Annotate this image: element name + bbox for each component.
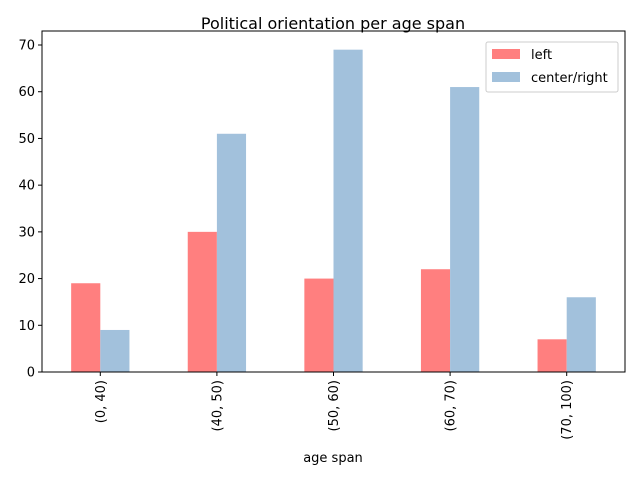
bar-center-right-3 xyxy=(450,87,480,373)
x-axis-label: age span xyxy=(303,451,363,466)
x-tick-label: (70, 100) xyxy=(560,380,575,440)
y-tick-label: 10 xyxy=(18,319,35,334)
x-axis: (0, 40) (40, 50) (50, 60) (60, 70) (70, 100) xyxy=(94,372,575,440)
x-tick-label: (40, 50) xyxy=(210,380,225,432)
bar-center-right-0 xyxy=(100,329,130,372)
x-tick-label: (0, 40) xyxy=(94,380,109,423)
legend: left center/right xyxy=(485,41,619,93)
bar-center-right-4 xyxy=(566,297,596,372)
y-tick-label: 50 xyxy=(18,132,35,147)
bar-center-right-1 xyxy=(216,133,247,372)
bar-left-3 xyxy=(420,269,451,372)
y-tick-label: 60 xyxy=(18,85,35,100)
legend-swatch-left xyxy=(492,49,520,59)
x-tick-label: (60, 70) xyxy=(444,380,459,432)
legend-swatch-center-right xyxy=(492,72,520,82)
x-tick-label: (50, 60) xyxy=(327,380,342,432)
chart-title: Political orientation per age span xyxy=(201,14,465,33)
y-tick-label: 40 xyxy=(18,179,35,194)
bar-left-4 xyxy=(537,339,567,372)
y-tick-label: 70 xyxy=(18,39,35,54)
bar-left-2 xyxy=(304,278,334,372)
y-tick-label: 20 xyxy=(18,272,35,287)
bar-left-0 xyxy=(71,283,101,372)
y-tick-label: 0 xyxy=(27,366,35,381)
legend-label-center-right: center/right xyxy=(531,71,608,86)
y-axis: 0 10 20 30 40 50 60 70 xyxy=(18,39,42,381)
legend-label-left: left xyxy=(531,48,552,63)
y-tick-label: 30 xyxy=(18,225,35,240)
bar-left-1 xyxy=(187,231,217,372)
bars-group xyxy=(71,49,596,373)
bar-center-right-2 xyxy=(333,49,363,373)
